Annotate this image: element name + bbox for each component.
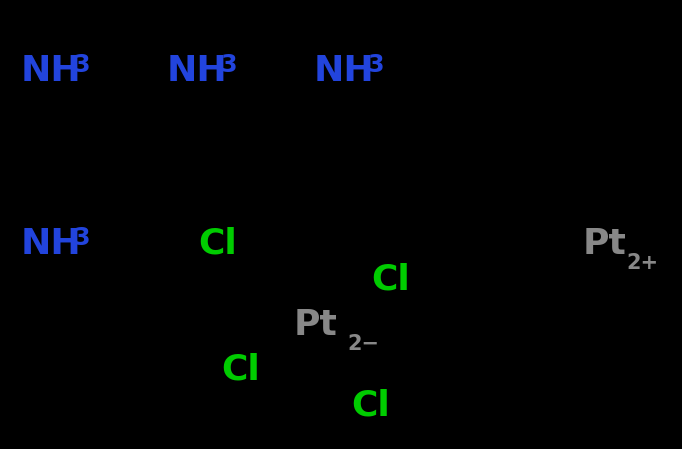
Text: 3: 3 — [220, 53, 237, 77]
Text: Cl: Cl — [372, 263, 411, 297]
Text: NH: NH — [20, 54, 81, 88]
Text: Cl: Cl — [351, 388, 390, 423]
Text: 3: 3 — [74, 226, 90, 250]
Text: Cl: Cl — [198, 227, 237, 261]
Text: 2−: 2− — [348, 334, 380, 354]
Text: NH: NH — [20, 227, 81, 261]
Text: Pt: Pt — [293, 308, 337, 342]
Text: 3: 3 — [367, 53, 383, 77]
Text: NH: NH — [167, 54, 228, 88]
Text: NH: NH — [314, 54, 374, 88]
Text: Cl: Cl — [222, 352, 261, 387]
Text: 2+: 2+ — [626, 253, 658, 273]
Text: 3: 3 — [74, 53, 90, 77]
Text: Pt: Pt — [583, 227, 627, 261]
